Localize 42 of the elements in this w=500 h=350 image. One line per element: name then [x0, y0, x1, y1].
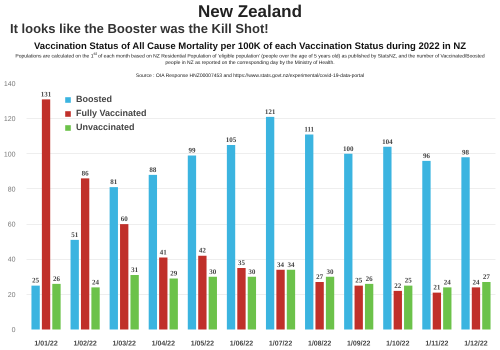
- legend-label: Fully Vaccinated: [76, 108, 147, 118]
- bar: [226, 145, 236, 330]
- chart-title: New Zealand: [197, 1, 303, 23]
- bar: [305, 134, 314, 330]
- bar: [383, 146, 392, 330]
- bar: [482, 282, 491, 330]
- bar: [248, 276, 256, 330]
- bar: [31, 286, 40, 330]
- bar: [130, 275, 139, 330]
- bar: [344, 154, 352, 330]
- bar: [394, 290, 402, 330]
- bar: [422, 160, 431, 330]
- bar: [188, 156, 196, 330]
- bar: [120, 224, 128, 330]
- legend-label: Unvaccinated: [76, 122, 135, 132]
- bar: [432, 292, 442, 330]
- bar: [110, 187, 118, 330]
- bar: [286, 270, 296, 330]
- bar: [42, 99, 50, 330]
- bar: [198, 256, 207, 330]
- chart-subtitle: It looks like the Booster was the Kill Shot!: [9, 20, 270, 38]
- bar: [315, 282, 324, 330]
- text: Vaccination Status of All Cause Mortality per 100K of each Vaccination Status during 2022 in NZ: [32, 41, 467, 52]
- bar: [91, 287, 100, 330]
- bar: [472, 287, 480, 330]
- bar: [276, 270, 285, 330]
- bar: [237, 268, 246, 330]
- bar: [364, 284, 374, 330]
- bar: [266, 116, 274, 330]
- bar: [80, 178, 90, 330]
- bar: [443, 287, 452, 330]
- bar: [148, 174, 158, 330]
- bar: [461, 157, 470, 330]
- bar: [159, 257, 168, 330]
- bar: [170, 278, 178, 330]
- bar: [70, 240, 79, 330]
- legend-label: Boosted: [76, 94, 112, 104]
- bar: [208, 276, 217, 330]
- bar: [52, 284, 61, 330]
- bar: [404, 286, 412, 330]
- bar: [354, 286, 363, 330]
- bar: [326, 276, 334, 330]
